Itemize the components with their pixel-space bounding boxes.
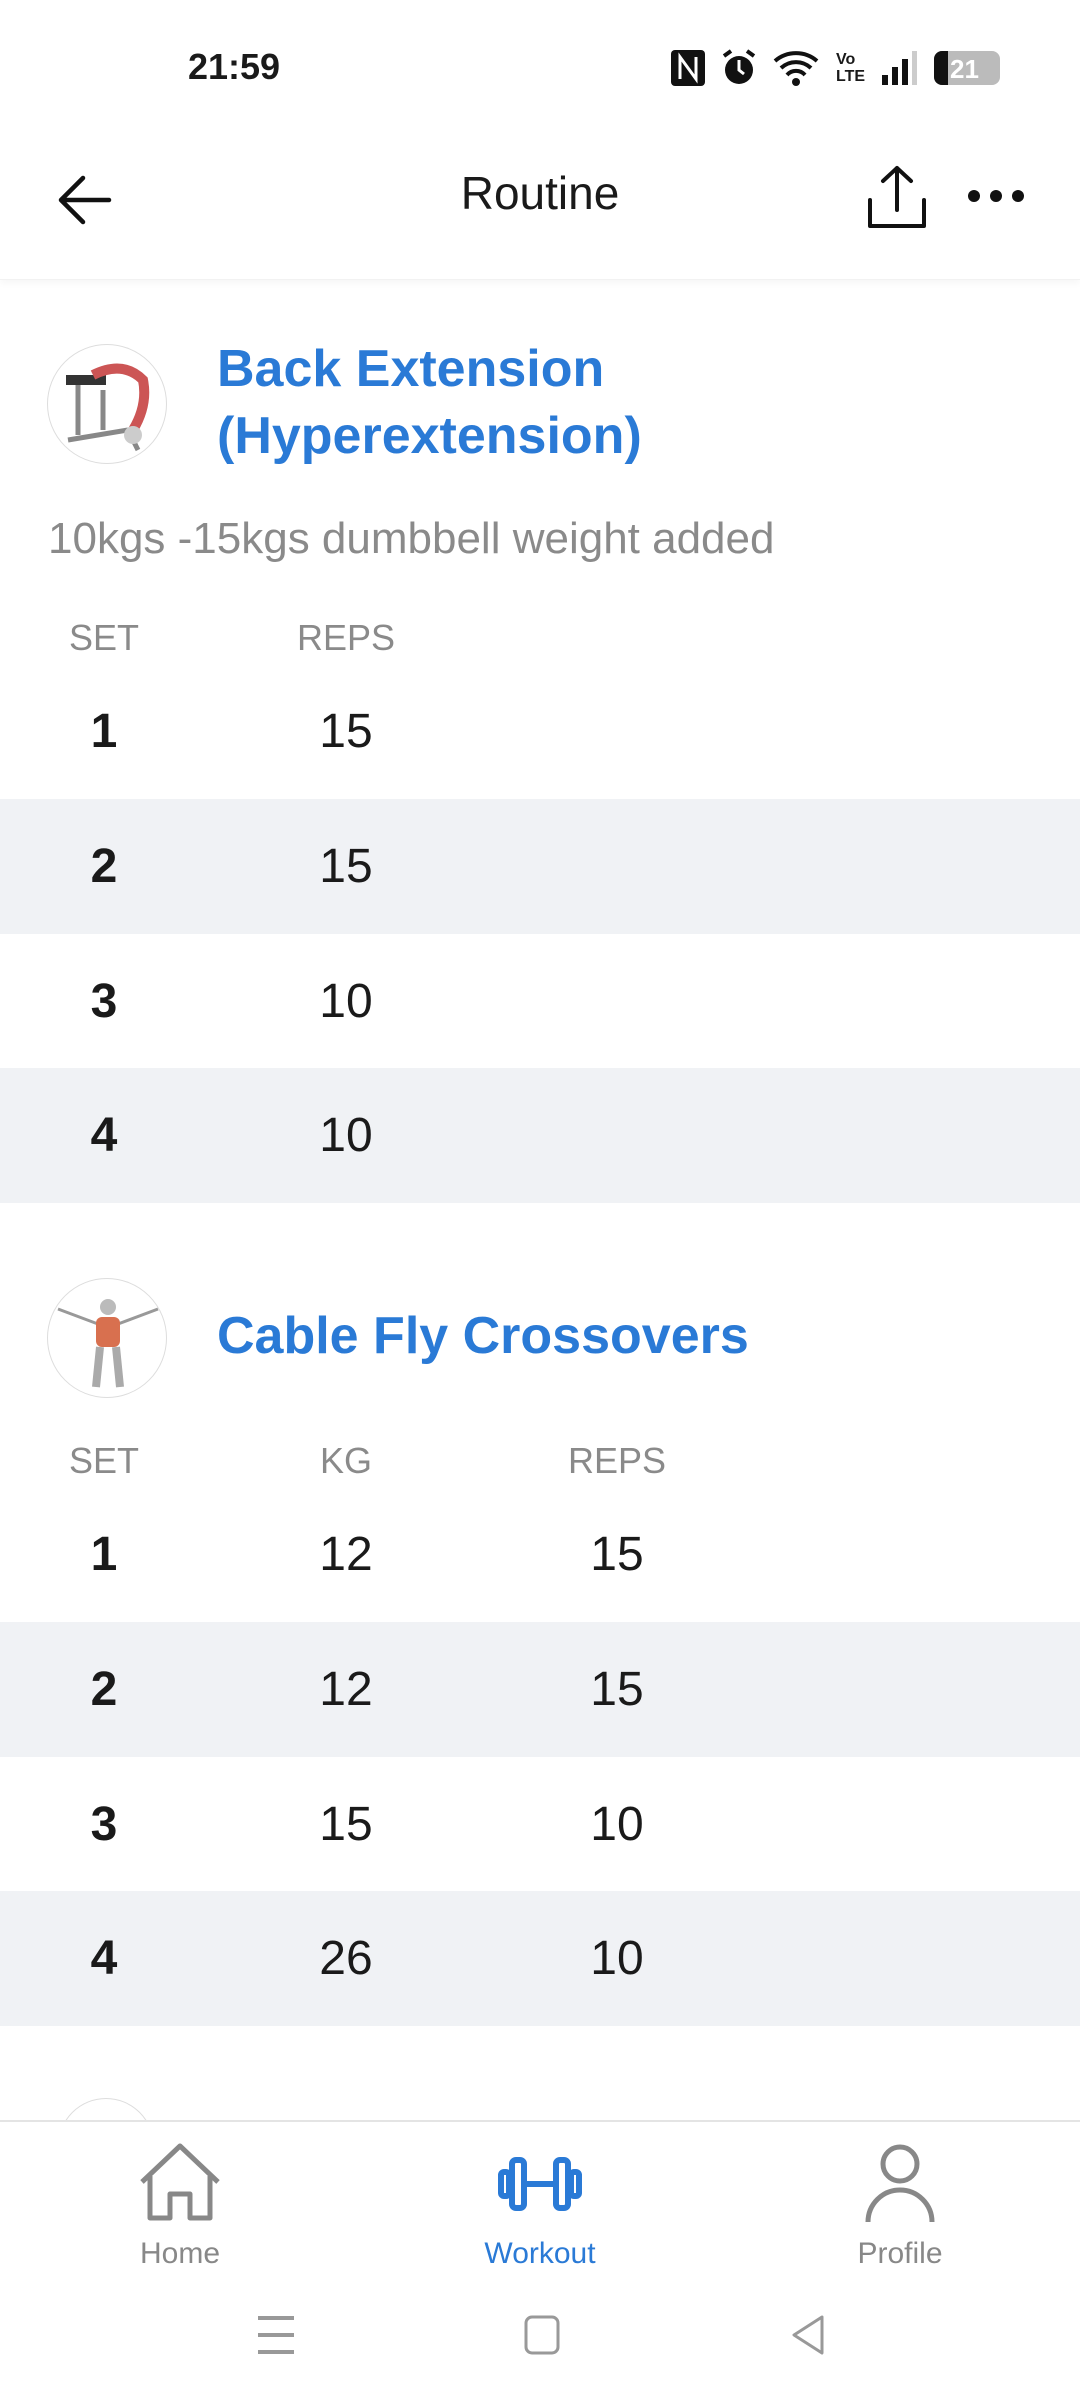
alarm-icon: [722, 49, 756, 84]
share-button[interactable]: [866, 164, 928, 232]
status-icons: Vo LTE 21: [670, 48, 1000, 88]
column-header-set: SET: [68, 617, 139, 658]
set-number: 2: [90, 840, 118, 893]
set-number: 1: [90, 1528, 118, 1581]
reps-value: 15: [590, 1528, 644, 1581]
set-row: 1 15: [0, 664, 1080, 799]
back-button[interactable]: [55, 170, 115, 230]
reps-value: 10: [319, 975, 373, 1028]
nav-label: Home: [139, 2237, 221, 2270]
kg-value: 12: [319, 1528, 373, 1581]
set-row: 4 26 10: [0, 1891, 1080, 2026]
kg-value: 15: [319, 1798, 373, 1851]
reps-value: 15: [319, 705, 373, 758]
home-icon: [140, 2143, 220, 2221]
reps-value: 10: [590, 1932, 644, 1985]
nav-workout[interactable]: Workout: [420, 2142, 660, 2271]
reps-value: 15: [319, 840, 373, 893]
page-title: Routine: [460, 167, 620, 219]
signal-icon: [882, 51, 917, 85]
home-system-button[interactable]: [524, 2315, 560, 2355]
set-number: 3: [90, 1798, 118, 1851]
nav-profile[interactable]: Profile: [780, 2142, 1020, 2271]
wifi-icon: [773, 51, 819, 86]
cable-fly-illustration: [57, 1299, 159, 1388]
back-extension-illustration: [66, 363, 150, 452]
volte-icon: Vo LTE: [836, 51, 866, 85]
set-number: 2: [90, 1663, 118, 1716]
back-system-button[interactable]: [790, 2315, 826, 2355]
column-header-reps: REPS: [296, 617, 396, 658]
reps-value: 10: [319, 1109, 373, 1162]
kg-value: 26: [319, 1932, 373, 1985]
nfc-icon: [671, 50, 705, 86]
kg-value: 12: [319, 1663, 373, 1716]
set-row: 4 10: [0, 1068, 1080, 1203]
set-number: 4: [90, 1109, 118, 1162]
nav-home[interactable]: Home: [60, 2142, 300, 2271]
set-number: 3: [90, 975, 118, 1028]
exercise-title[interactable]: Back Extension (Hyperextension): [217, 336, 642, 470]
set-row: 2 15: [0, 799, 1080, 934]
nav-label: Workout: [484, 2237, 596, 2270]
person-icon: [865, 2144, 935, 2223]
dumbbell-icon: [498, 2157, 582, 2211]
column-header-reps: REPS: [567, 1440, 667, 1481]
nav-label: Profile: [857, 2237, 943, 2270]
recents-button[interactable]: [258, 2315, 294, 2355]
bottom-navigation: Home Workout Profile: [0, 2120, 1080, 2400]
column-header-set: SET: [68, 1440, 139, 1481]
exercise-thumbnail[interactable]: [47, 1278, 167, 1398]
reps-value: 15: [590, 1663, 644, 1716]
exercise-thumbnail[interactable]: [47, 344, 167, 464]
set-row: 2 12 15: [0, 1622, 1080, 1757]
status-time: 21:59: [188, 46, 281, 87]
exercise-title-line: (Hyperextension): [217, 407, 642, 465]
exercise-title[interactable]: Cable Fly Crossovers: [217, 1307, 749, 1365]
column-header-kg: KG: [319, 1440, 372, 1481]
battery-level: 21: [950, 54, 979, 84]
app-header: [0, 130, 1080, 280]
status-bar: 21:59 Vo LTE 21: [0, 0, 1080, 130]
set-row: 1 12 15: [0, 1487, 1080, 1622]
reps-value: 10: [590, 1798, 644, 1851]
set-number: 4: [90, 1932, 118, 1985]
battery-icon: 21: [934, 51, 1000, 85]
set-number: 1: [90, 705, 118, 758]
more-button[interactable]: [966, 188, 1026, 204]
set-row: 3 15 10: [0, 1757, 1080, 1892]
set-row: 3 10: [0, 934, 1080, 1069]
exercise-title-line: Back Extension: [217, 340, 605, 398]
exercise-note: 10kgs -15kgs dumbbell weight added: [48, 514, 775, 563]
